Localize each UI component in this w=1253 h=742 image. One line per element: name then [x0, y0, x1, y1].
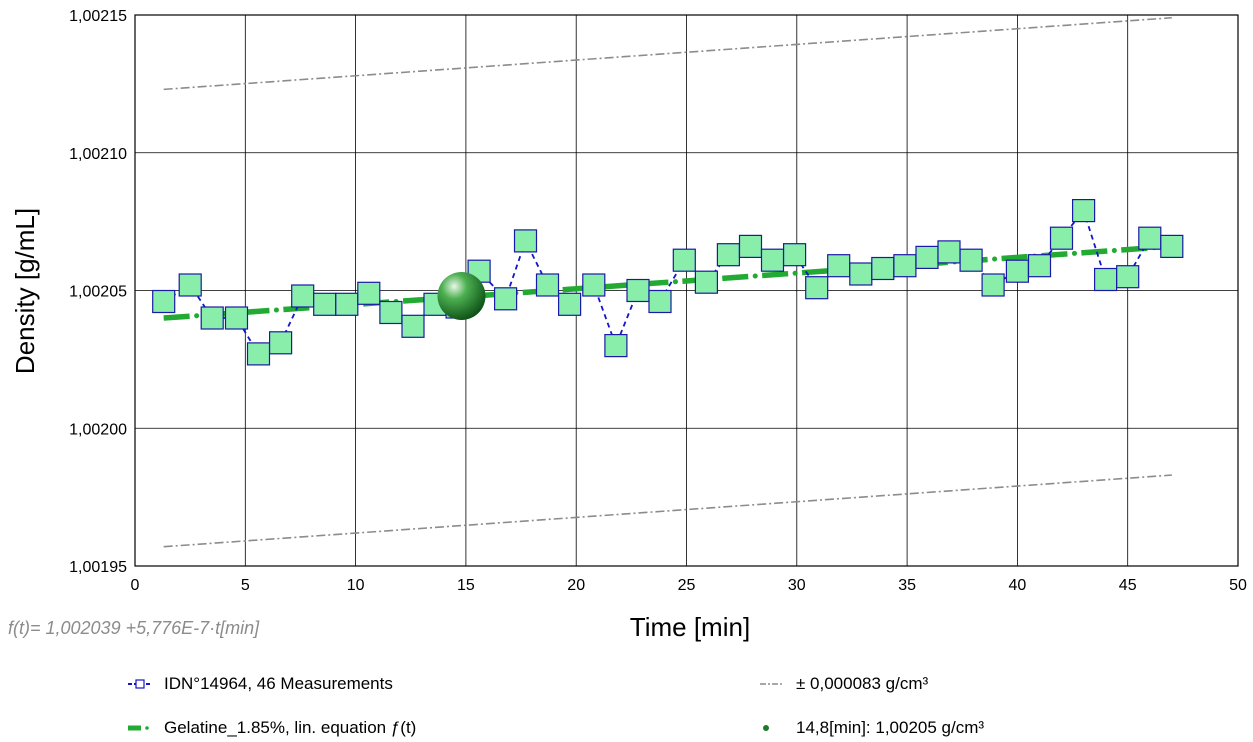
- measurement-point: [871, 256, 895, 281]
- x-tick-label: 35: [898, 577, 916, 594]
- x-tick-label: 10: [347, 577, 365, 594]
- legend-tolerance: ± 0,000083 g/cm³: [760, 674, 928, 694]
- highlight-group: [437, 272, 486, 321]
- measurement-point: [513, 229, 538, 253]
- x-tick-label: 40: [1009, 577, 1027, 594]
- measurement-point: [827, 254, 851, 278]
- measurement-point: [291, 284, 315, 308]
- measurement-point: [582, 273, 606, 297]
- x-tick-labels: 0 5 10 15 20 25 30 35 40 45 50: [131, 577, 1247, 594]
- y-axis-title: Density [g/mL]: [10, 208, 40, 374]
- measurement-point: [805, 276, 829, 300]
- measurement-point: [1071, 199, 1096, 223]
- measurement-point: [1138, 226, 1162, 250]
- measurement-point: [893, 254, 917, 278]
- y-tick-label: 1,00195: [69, 559, 127, 576]
- measurement-point: [915, 245, 939, 269]
- measurement-point: [494, 287, 518, 311]
- legend-label-fit: Gelatine_1.85%, lin. equation ƒ(t): [164, 718, 417, 737]
- x-tick-label: 50: [1229, 577, 1247, 594]
- x-tick-label: 15: [457, 577, 475, 594]
- measurement-point: [981, 273, 1005, 297]
- measurement-point: [1116, 265, 1140, 289]
- y-tick-label: 1,00205: [69, 284, 127, 301]
- legend-highlight: 14,8[min]: 1,00205 g/cm³: [760, 718, 984, 738]
- measurement-point: [1160, 234, 1184, 258]
- x-tick-label: 20: [567, 577, 585, 594]
- measurement-point: [246, 342, 271, 366]
- measurement-point: [1005, 259, 1030, 283]
- measurement-point: [557, 292, 582, 316]
- measurement-point: [335, 292, 359, 316]
- measurement-point: [738, 234, 763, 258]
- measurement-point: [1093, 267, 1118, 292]
- highlight-point: [437, 272, 486, 321]
- measurement-point: [694, 270, 719, 294]
- legend-marker-highlight: [763, 725, 769, 731]
- x-tick-label: 25: [678, 577, 696, 594]
- measurement-point: [604, 334, 628, 358]
- y-tick-label: 1,00200: [69, 421, 127, 438]
- tolerance-line-lower: [163, 474, 1172, 548]
- y-tick-labels: 1,00195 1,00200 1,00205 1,00210 1,00215: [69, 8, 127, 576]
- measurement-line: [163, 208, 1173, 356]
- x-tick-label: 30: [788, 577, 806, 594]
- measurement-point: [782, 243, 807, 267]
- x-tick-label: 0: [131, 577, 140, 594]
- legend-marker-fit: [128, 725, 149, 731]
- measurement-point: [849, 262, 873, 286]
- measurement-point: [401, 314, 425, 338]
- x-axis-title: Time [min]: [630, 612, 750, 642]
- fit-equation: f(t)= 1,002039 +5,776E-7·t[min]: [8, 618, 260, 638]
- measurement-point: [269, 331, 293, 355]
- measurement-point: [379, 300, 403, 325]
- measurement-point: [716, 243, 741, 267]
- legend-label-highlight: 14,8[min]: 1,00205 g/cm³: [796, 718, 985, 737]
- plot-frame: [134, 14, 1239, 567]
- measurement-point: [760, 248, 785, 272]
- measurement-point: [1027, 254, 1052, 278]
- measurement-point: [535, 273, 560, 297]
- legend-fit: Gelatine_1.85%, lin. equation ƒ(t): [128, 718, 416, 738]
- measurement-point: [959, 248, 983, 272]
- measurement-series: [152, 199, 1184, 366]
- measurement-point: [313, 292, 337, 316]
- legend-marker-tolerance: [760, 683, 784, 685]
- x-tick-label: 5: [241, 577, 250, 594]
- legend-label-measurements: IDN°14964, 46 Measurements: [164, 674, 393, 693]
- measurement-point: [178, 273, 202, 297]
- legend-marker-measurements: [128, 679, 152, 689]
- tolerance-line-upper: [163, 16, 1172, 91]
- measurement-point: [937, 240, 961, 264]
- measurement-point: [626, 278, 650, 303]
- legend-label-tolerance: ± 0,000083 g/cm³: [796, 674, 929, 693]
- y-tick-label: 1,00210: [69, 146, 127, 163]
- measurement-point: [1049, 226, 1074, 250]
- measurement-point: [152, 289, 176, 314]
- measurement-point: [672, 248, 696, 272]
- y-tick-label: 1,00215: [69, 8, 127, 25]
- legend-measurements: IDN°14964, 46 Measurements: [128, 674, 393, 694]
- measurement-point: [648, 289, 672, 314]
- tolerance-band: [163, 16, 1172, 548]
- x-tick-label: 45: [1119, 577, 1137, 594]
- measurement-point: [357, 281, 381, 305]
- measurement-point: [200, 306, 224, 330]
- measurement-point: [224, 306, 249, 330]
